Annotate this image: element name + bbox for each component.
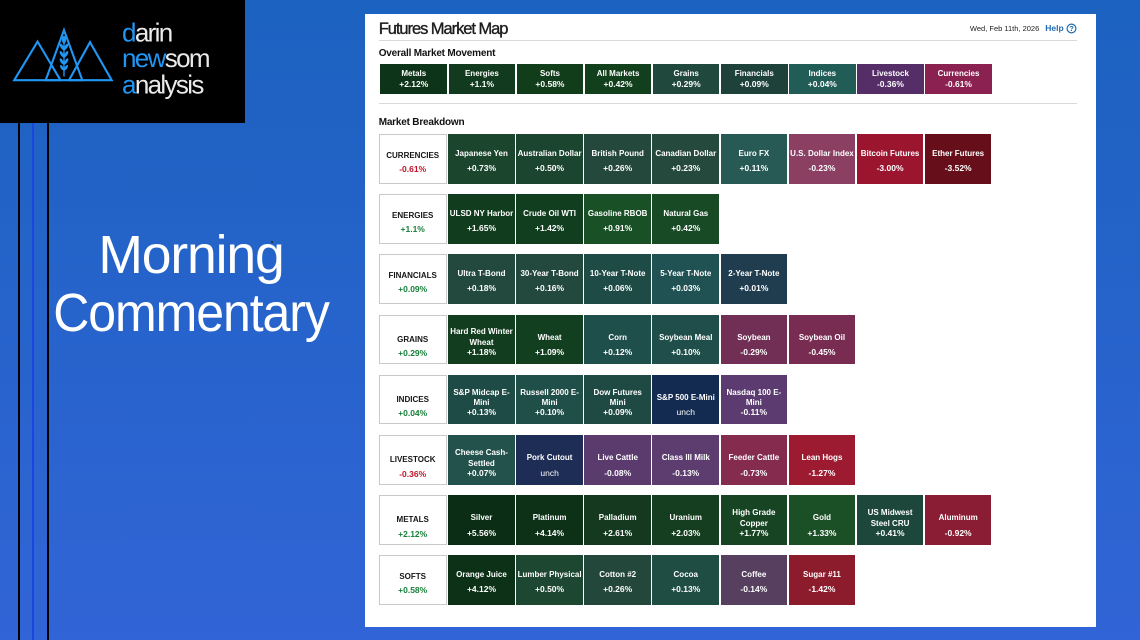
svg-text:?: ?: [1069, 24, 1074, 33]
svg-text:newsom: newsom: [122, 43, 209, 73]
svg-text:darin: darin: [122, 18, 172, 48]
svg-text:analysis: analysis: [122, 70, 204, 100]
